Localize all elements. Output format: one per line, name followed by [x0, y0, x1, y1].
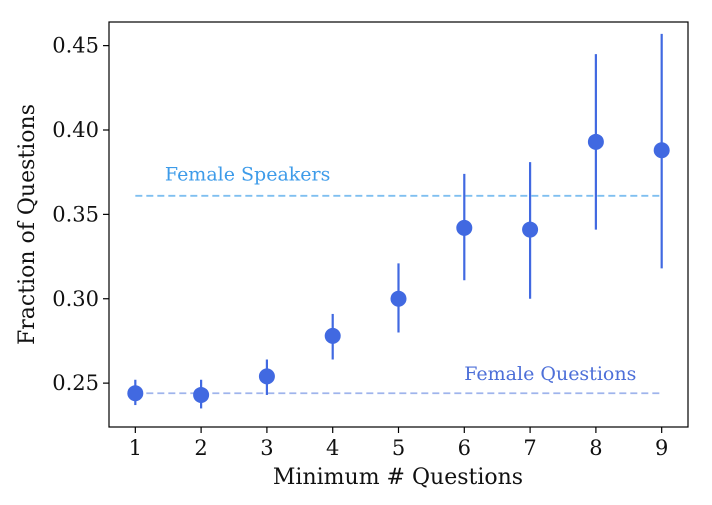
y-tick-label: 0.35: [52, 202, 99, 226]
data-point: [587, 133, 604, 150]
data-point: [522, 221, 539, 238]
x-tick-label: 8: [589, 436, 602, 460]
female-speakers-label: Female Speakers: [165, 164, 330, 186]
x-axis-label: Minimum # Questions: [273, 465, 523, 490]
y-tick-label: 0.30: [52, 287, 99, 311]
data-point: [193, 386, 210, 403]
data-point: [456, 219, 473, 236]
data-points: [127, 133, 670, 403]
data-point: [127, 385, 144, 402]
error-bars: [134, 33, 663, 409]
x-tick-label: 7: [523, 436, 536, 460]
y-axis-label: Fraction of Questions: [15, 104, 40, 345]
x-tick-label: 6: [458, 436, 471, 460]
axis-ticks: 1 2 3 4 5 6 7 8 9 0.25 0.30 0.35 0.40 0.45: [52, 34, 668, 460]
x-tick-label: 9: [655, 436, 668, 460]
data-point: [653, 142, 670, 159]
x-tick-label: 3: [260, 436, 273, 460]
x-tick-label: 4: [326, 436, 339, 460]
plot-frame: [108, 21, 689, 428]
data-point: [258, 368, 275, 385]
reference-lines: Female Speakers Female Questions: [135, 164, 662, 395]
y-tick-label: 0.45: [52, 34, 99, 58]
data-point: [390, 290, 407, 307]
x-tick-label: 5: [392, 436, 405, 460]
data-point: [324, 327, 341, 344]
x-tick-label: 2: [194, 436, 207, 460]
x-tick-label: 1: [129, 436, 142, 460]
y-tick-label: 0.25: [52, 371, 99, 395]
female-questions-label: Female Questions: [464, 363, 636, 385]
y-tick-label: 0.40: [52, 118, 99, 142]
